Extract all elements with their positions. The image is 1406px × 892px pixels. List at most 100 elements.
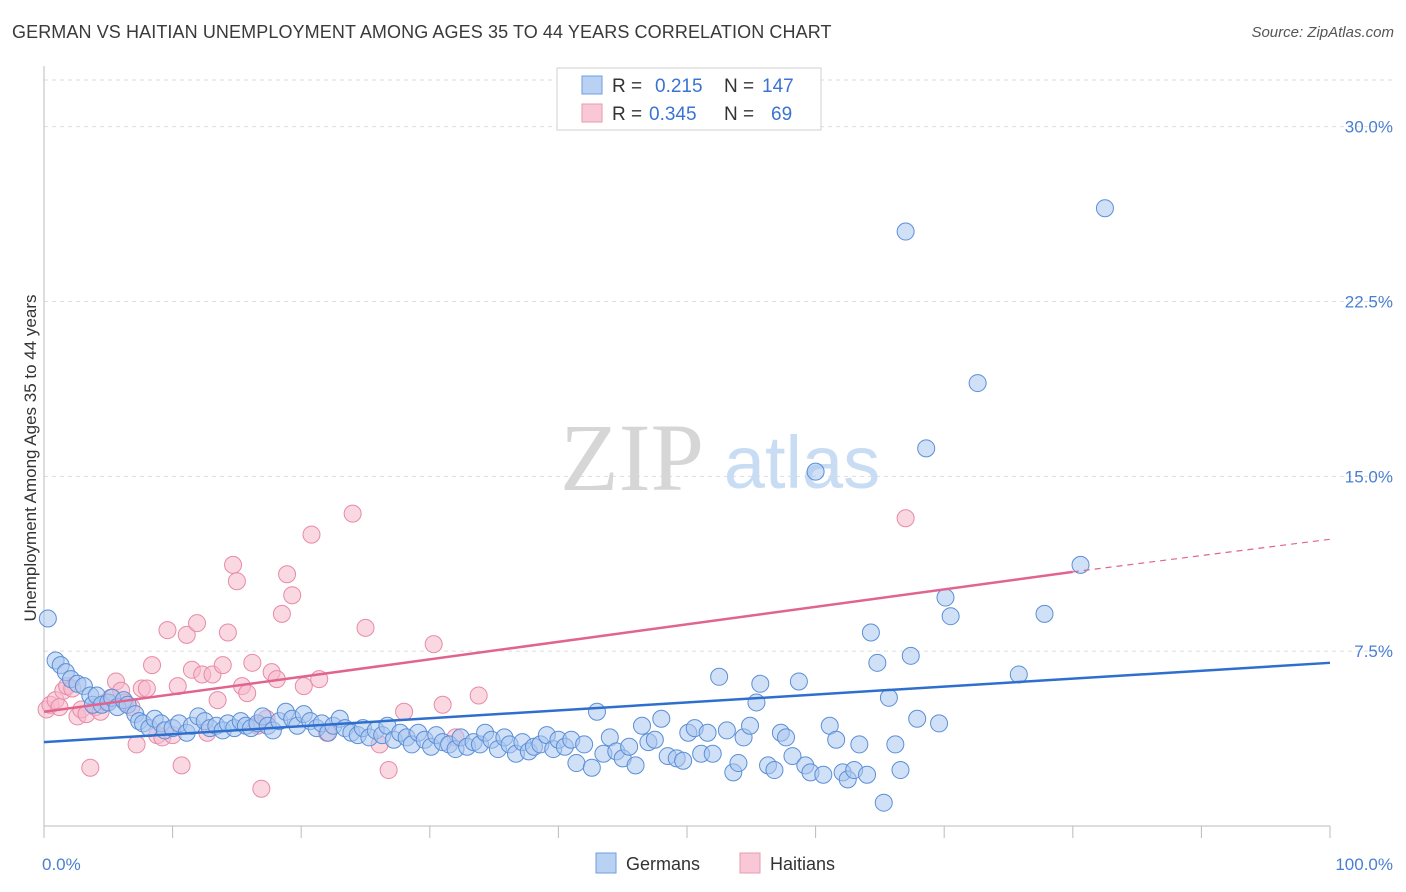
watermark-atlas: atlas (724, 421, 880, 504)
x-tick-label-0: 0.0% (42, 855, 81, 874)
german-point-139 (874, 793, 893, 812)
y-tick-label-1: 15.0% (1345, 467, 1393, 486)
haitian-point-58 (379, 761, 398, 780)
haitian-point-38 (224, 555, 243, 574)
haitian-point-25 (158, 621, 177, 640)
haitian-point-37 (218, 623, 237, 642)
haitian-point-55 (343, 504, 362, 523)
german-point-125 (789, 672, 808, 691)
german-point-123 (777, 728, 796, 747)
german-point-100 (632, 716, 651, 735)
haitian-point-19 (127, 735, 146, 754)
german-point-145 (908, 709, 927, 728)
legend-n-label-haitians: N = (724, 104, 754, 125)
german-point-147 (930, 714, 949, 733)
legend-r-value-haitians: 0.345 (649, 104, 697, 125)
german-point-143 (896, 222, 915, 241)
haitian-point-63 (469, 686, 488, 705)
german-point-117 (741, 716, 760, 735)
chart-title: GERMAN VS HAITIAN UNEMPLOYMENT AMONG AGE… (12, 22, 832, 42)
haitian-point-3 (50, 698, 69, 717)
trend-lines (43, 538, 1331, 744)
german-point-150 (968, 374, 987, 393)
german-point-142 (891, 761, 910, 780)
y-tick-labels: 7.5% 15.0% 22.5% 30.0% (1345, 118, 1393, 662)
x-tick-label-1: 100.0% (1335, 855, 1393, 874)
x-tick-labels: 0.0% 100.0% (42, 855, 1393, 874)
german-point-128 (806, 462, 825, 481)
legend-r-label-haitians: R = (612, 104, 642, 125)
haitian-point-51 (294, 677, 313, 696)
haitian-point-52 (302, 525, 321, 544)
haitian-point-35 (208, 691, 227, 710)
german-point-98 (620, 737, 639, 756)
german-point-112 (710, 667, 729, 686)
trend-line-germans (43, 661, 1331, 744)
german-point-152 (1035, 604, 1054, 623)
haitian-point-22 (143, 656, 162, 675)
german-point-118 (747, 693, 766, 712)
haitian-point-29 (177, 625, 196, 644)
german-point-102 (645, 730, 664, 749)
haitian-point-48 (272, 604, 291, 623)
y-tick-label-0: 7.5% (1354, 642, 1393, 661)
chart-source: Source: ZipAtlas.com (1251, 24, 1394, 41)
haitian-point-10 (81, 758, 100, 777)
german-point-135 (850, 735, 869, 754)
series-legend: Germans Haitians (595, 852, 835, 874)
german-point-136 (858, 765, 877, 784)
legend-swatch-germans (581, 75, 603, 95)
german-point-113 (717, 721, 736, 740)
trend-line-haitians (43, 570, 1073, 714)
german-point-154 (1095, 199, 1114, 218)
german-point-92 (582, 758, 601, 777)
bottom-legend-swatch-germans (595, 852, 617, 874)
haitian-point-21 (137, 679, 156, 698)
grid-lines (44, 79, 1393, 652)
german-point-103 (652, 709, 671, 728)
legend-swatch-haitians (581, 103, 603, 123)
haitian-point-42 (243, 653, 262, 672)
haitian-point-56 (356, 618, 375, 637)
german-point-91 (575, 735, 594, 754)
y-axis-label: Unemployment Among Ages 35 to 44 years (21, 295, 40, 622)
german-point-131 (827, 730, 846, 749)
german-point-111 (703, 744, 722, 763)
german-point-148 (936, 588, 955, 607)
haitian-point-41 (238, 684, 257, 703)
german-point-129 (814, 765, 833, 784)
haitian-point-50 (283, 586, 302, 605)
bottom-legend-label-haitians: Haitians (770, 854, 835, 874)
legend-r-label-germans: R = (612, 76, 642, 97)
axes (43, 66, 1331, 838)
german-point-99 (626, 756, 645, 775)
y-tick-label-3: 30.0% (1345, 118, 1393, 137)
german-point-110 (698, 723, 717, 742)
watermark-zip: ZIP (560, 404, 704, 511)
haitian-point-59 (395, 702, 414, 721)
german-point-121 (765, 761, 784, 780)
german-point-0 (38, 609, 57, 628)
stats-legend: R = 0.215 N = 147 R = 0.345 N = 69 (556, 67, 822, 131)
german-point-149 (941, 607, 960, 626)
haitian-point-61 (433, 695, 452, 714)
bottom-legend-label-germans: Germans (626, 854, 700, 874)
watermark: ZIP atlas (560, 404, 880, 511)
legend-n-label-germans: N = (724, 76, 754, 97)
german-point-153 (1071, 555, 1090, 574)
haitian-point-31 (188, 614, 207, 633)
legend-n-value-germans: 147 (762, 76, 794, 97)
haitian-point-28 (172, 756, 191, 775)
german-point-115 (729, 754, 748, 773)
german-point-124 (783, 747, 802, 766)
german-point-141 (886, 735, 905, 754)
german-point-140 (879, 688, 898, 707)
haitian-point-44 (252, 779, 271, 798)
haitian-point-60 (424, 635, 443, 654)
german-point-106 (674, 751, 693, 770)
german-point-137 (861, 623, 880, 642)
haitian-point-49 (278, 565, 297, 584)
haitian-point-39 (227, 572, 246, 591)
german-point-138 (868, 653, 887, 672)
